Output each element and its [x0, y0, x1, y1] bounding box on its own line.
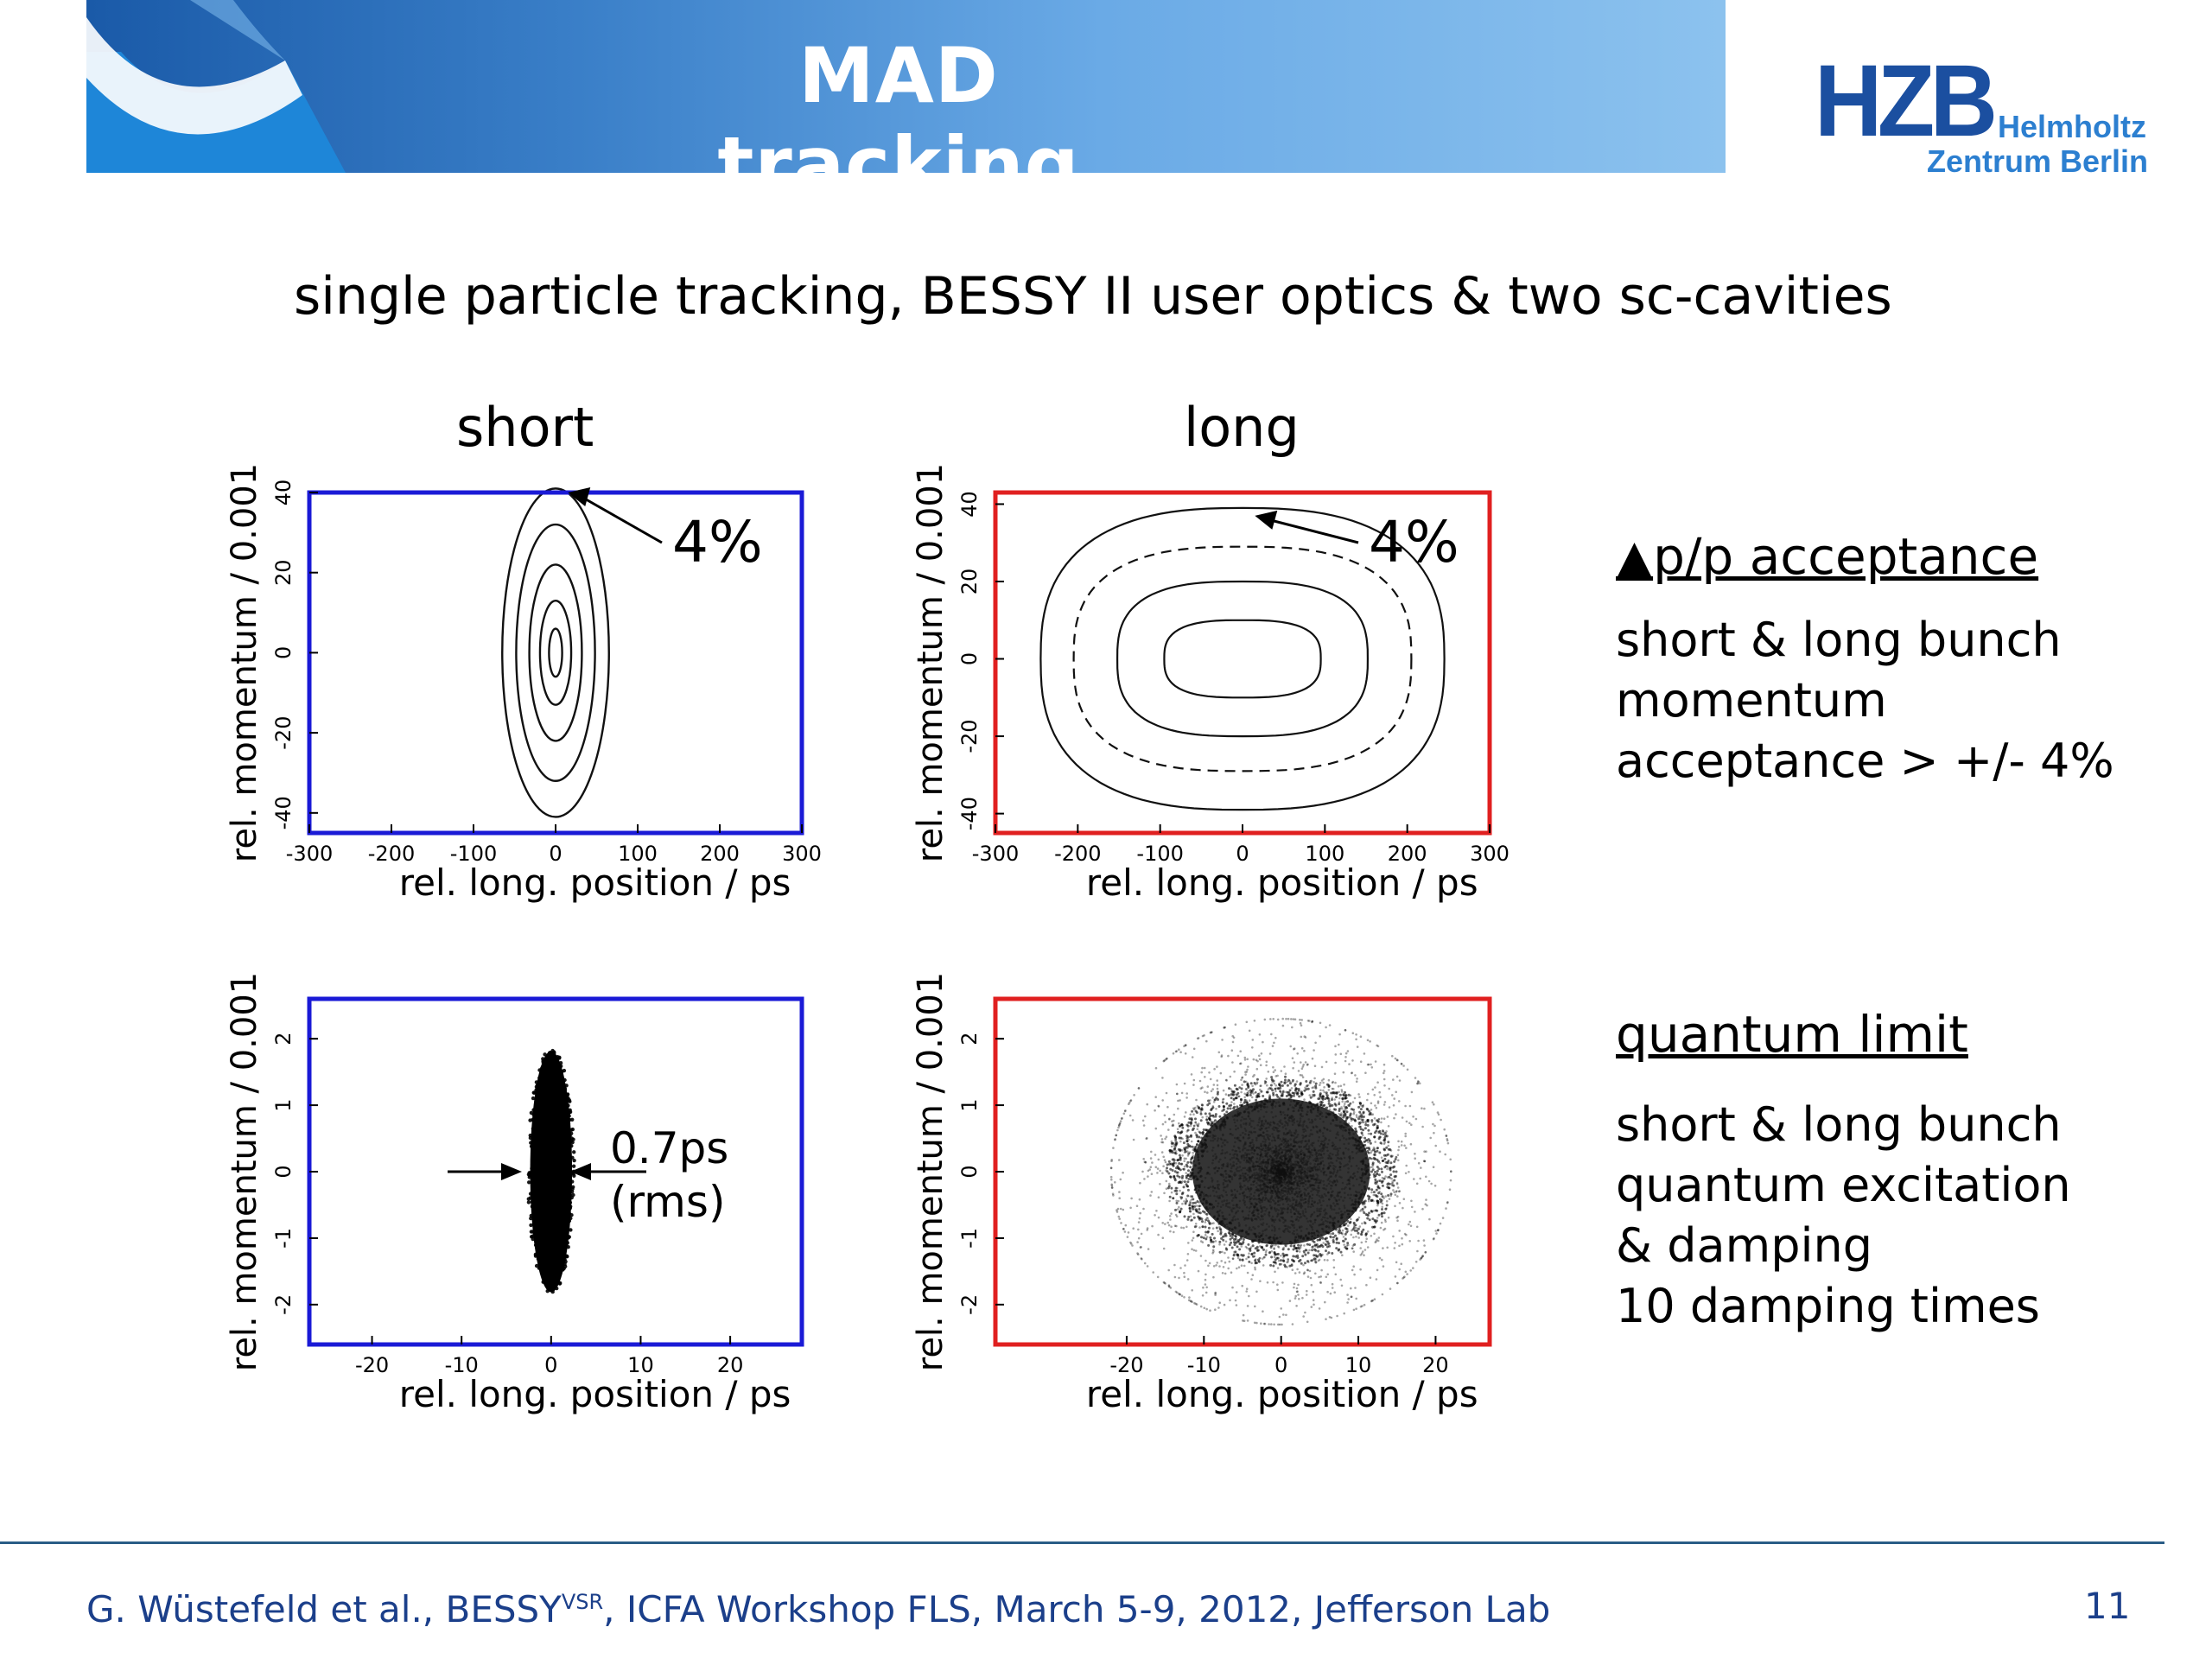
column-label-long: long	[1184, 396, 1300, 459]
logo-mark: HZB	[1815, 44, 1998, 158]
x-axis-label-short-acceptance: rel. long. position / ps	[399, 861, 791, 904]
y-tick-label-long-quantum: -2	[957, 1294, 982, 1315]
x-tick-label-long-quantum: 20	[1422, 1353, 1449, 1377]
x-tick-label-short-quantum: -20	[355, 1353, 389, 1377]
quantum-block: quantum limit short & long bunch quantum…	[1616, 1005, 2071, 1337]
quantum-text: short & long bunch quantum excitation & …	[1616, 1097, 2071, 1333]
contour-short-acceptance-1	[515, 523, 596, 782]
footer-sup: VSR	[561, 1590, 604, 1614]
y-axis-label-long-acceptance: rel. momentum / 0.001	[911, 463, 950, 863]
particle-core-short-quantum	[530, 1051, 573, 1293]
x-tick-label-long-quantum: -10	[1187, 1353, 1221, 1377]
acceptance-heading-text: p/p acceptance	[1653, 527, 2039, 586]
footer-citation: G. Wüstefeld et al., BESSYVSR, ICFA Work…	[86, 1588, 1550, 1630]
slide-subtitle: single particle tracking, BESSY II user …	[294, 266, 1892, 327]
x-tick-label-short-acceptance: -100	[450, 842, 497, 866]
y-tick-label-short-acceptance: -40	[271, 796, 296, 830]
y-tick-label-short-acceptance: -20	[271, 716, 296, 750]
y-tick-label-short-quantum: -1	[271, 1228, 296, 1249]
y-axis-label-long-quantum: rel. momentum / 0.001	[911, 972, 950, 1372]
x-tick-label-long-acceptance: 200	[1388, 842, 1427, 866]
y-tick-label-long-quantum: 1	[957, 1098, 982, 1111]
y-tick-label-short-quantum: 2	[271, 1033, 296, 1046]
x-tick-label-long-quantum: -20	[1109, 1353, 1143, 1377]
y-tick-label-short-quantum: -2	[271, 1294, 296, 1315]
x-tick-label-long-acceptance: -200	[1054, 842, 1101, 866]
contour-long-acceptance-0	[1039, 506, 1446, 811]
contour-short-acceptance-2	[528, 563, 583, 742]
acceptance-text: short & long bunch momentum acceptance >…	[1616, 613, 2114, 788]
page-number: 11	[2084, 1585, 2131, 1627]
y-tick-label-long-quantum: 2	[957, 1033, 982, 1046]
logo-line2: Zentrum Berlin	[1927, 143, 2149, 179]
contour-short-acceptance-4	[548, 627, 563, 678]
y-tick-label-short-acceptance: 40	[271, 480, 296, 506]
width-label-rms: (rms)	[610, 1177, 725, 1227]
annotation-arrowhead-long-acceptance	[1255, 510, 1278, 530]
x-tick-label-short-acceptance: 200	[700, 842, 740, 866]
acceptance-block: ▲p/p acceptance short & long bunch momen…	[1616, 527, 2114, 791]
quantum-heading: quantum limit	[1616, 1005, 1968, 1064]
x-tick-label-short-quantum: -10	[445, 1353, 479, 1377]
column-label-short: short	[456, 396, 594, 459]
y-tick-label-long-acceptance: 20	[957, 569, 982, 595]
x-tick-label-short-quantum: 0	[544, 1353, 557, 1377]
y-tick-label-long-quantum: -1	[957, 1228, 982, 1249]
y-tick-label-long-acceptance: 40	[957, 491, 982, 518]
particle-core-long-quantum	[1192, 1098, 1370, 1245]
x-tick-label-long-quantum: 10	[1345, 1353, 1372, 1377]
hzb-logo: HZB Helmholtz Zentrum Berlin	[1815, 44, 2160, 183]
annotation-arrow-long-acceptance	[1266, 518, 1359, 544]
logo-line1: Helmholtz	[1998, 109, 2147, 144]
acceptance-heading: ▲p/p acceptance	[1616, 527, 2114, 586]
delta-icon: ▲	[1616, 530, 1654, 586]
annotation-label-short-acceptance: 4%	[672, 509, 763, 575]
x-tick-label-short-quantum: 20	[717, 1353, 744, 1377]
y-tick-label-short-acceptance: 0	[271, 646, 296, 659]
x-tick-label-long-acceptance: 300	[1470, 842, 1510, 866]
x-axis-label-long-acceptance: rel. long. position / ps	[1086, 861, 1478, 904]
x-tick-label-short-acceptance: -200	[368, 842, 415, 866]
x-tick-label-long-acceptance: -300	[972, 842, 1019, 866]
x-tick-label-short-acceptance: 0	[549, 842, 562, 866]
width-label: 0.7ps	[610, 1123, 728, 1173]
width-arrowhead-right	[570, 1163, 591, 1180]
annotation-arrow-short-acceptance	[579, 494, 663, 544]
footer-author: G. Wüstefeld et al., BESSY	[86, 1588, 562, 1630]
contour-short-acceptance-0	[501, 487, 610, 818]
contour-long-acceptance-1	[1072, 545, 1413, 772]
footer-rest: , ICFA Workshop FLS, March 5-9, 2012, Je…	[603, 1588, 1551, 1630]
x-tick-label-short-quantum: 10	[627, 1353, 654, 1377]
x-tick-label-short-acceptance: 100	[618, 842, 658, 866]
x-axis-label-long-quantum: rel. long. position / ps	[1086, 1373, 1478, 1415]
footer-rule	[0, 1541, 2164, 1544]
width-arrowhead-left	[501, 1163, 522, 1180]
y-tick-label-short-quantum: 1	[271, 1098, 296, 1111]
y-axis-label-short-quantum: rel. momentum / 0.001	[225, 972, 264, 1372]
x-tick-label-long-acceptance: 0	[1236, 842, 1249, 866]
annotation-arrowhead-short-acceptance	[568, 487, 591, 506]
contour-short-acceptance-3	[538, 599, 573, 706]
header-band	[86, 0, 1726, 173]
x-tick-label-short-acceptance: -300	[286, 842, 333, 866]
x-tick-label-long-acceptance: 100	[1305, 842, 1344, 866]
annotation-label-long-acceptance: 4%	[1369, 509, 1459, 575]
contour-long-acceptance-3	[1163, 619, 1322, 699]
y-tick-label-short-quantum: 0	[271, 1165, 296, 1178]
x-tick-label-long-acceptance: -100	[1136, 842, 1183, 866]
y-tick-label-short-acceptance: 20	[271, 559, 296, 586]
slide-title: MAD tracking	[717, 31, 1080, 209]
x-tick-label-long-quantum: 0	[1274, 1353, 1287, 1377]
x-axis-label-short-quantum: rel. long. position / ps	[399, 1373, 791, 1415]
y-tick-label-long-quantum: 0	[957, 1165, 982, 1178]
y-tick-label-long-acceptance: -20	[957, 719, 982, 753]
header-swoosh-icon	[86, 0, 346, 173]
y-tick-label-long-acceptance: -40	[957, 797, 982, 830]
contour-long-acceptance-2	[1116, 580, 1370, 738]
y-tick-label-long-acceptance: 0	[957, 652, 982, 665]
y-axis-label-short-acceptance: rel. momentum / 0.001	[225, 463, 264, 863]
x-tick-label-short-acceptance: 300	[782, 842, 822, 866]
